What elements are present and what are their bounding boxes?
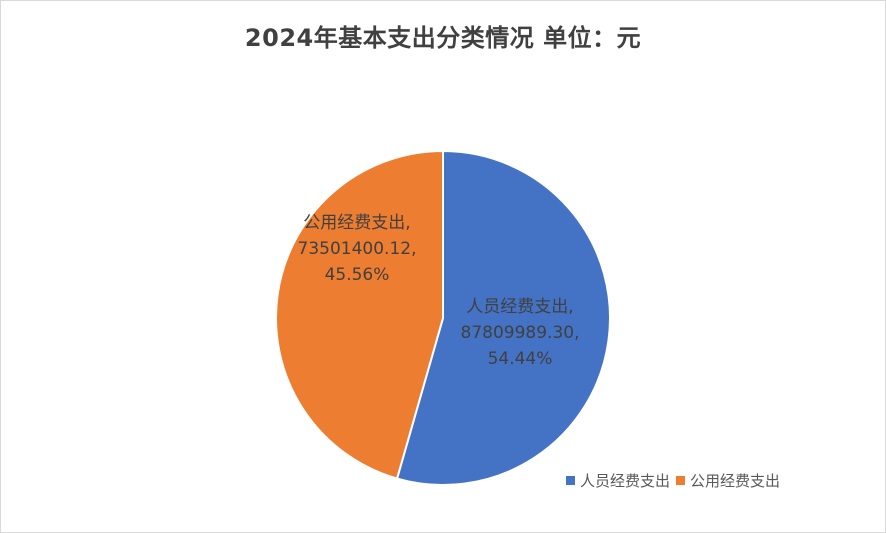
- pie-slice-public: [275, 149, 444, 480]
- pie-slice-personnel: [395, 149, 611, 486]
- legend-label-personnel: 人员经费支出: [580, 472, 671, 490]
- legend-item-personnel: 人员经费支出: [566, 470, 670, 491]
- data-label-public-value: 73501400.12,: [298, 239, 417, 259]
- legend-swatch-personnel: [566, 476, 575, 485]
- legend-swatch-public: [676, 476, 686, 485]
- data-label-personnel-name: 人员经费支出,: [466, 297, 573, 317]
- data-label-public: 公用经费支出, 73501400.12, 45.56%: [298, 213, 417, 285]
- data-label-personnel-percent: 54.44%: [488, 349, 553, 369]
- legend-label-public: 公用经费支出: [690, 472, 781, 490]
- data-label-public-percent: 45.56%: [325, 265, 390, 285]
- data-label-personnel-value: 87809989.30,: [461, 323, 580, 343]
- data-label-public-name: 公用经费支出,: [303, 213, 410, 233]
- legend-item-public: 公用经费支出: [676, 470, 780, 491]
- chart-title: 2024年基本支出分类情况 单位：元: [244, 24, 642, 52]
- data-label-personnel: 人员经费支出, 87809989.30, 54.44%: [461, 297, 580, 369]
- legend: 人员经费支出 公用经费支出: [566, 470, 786, 491]
